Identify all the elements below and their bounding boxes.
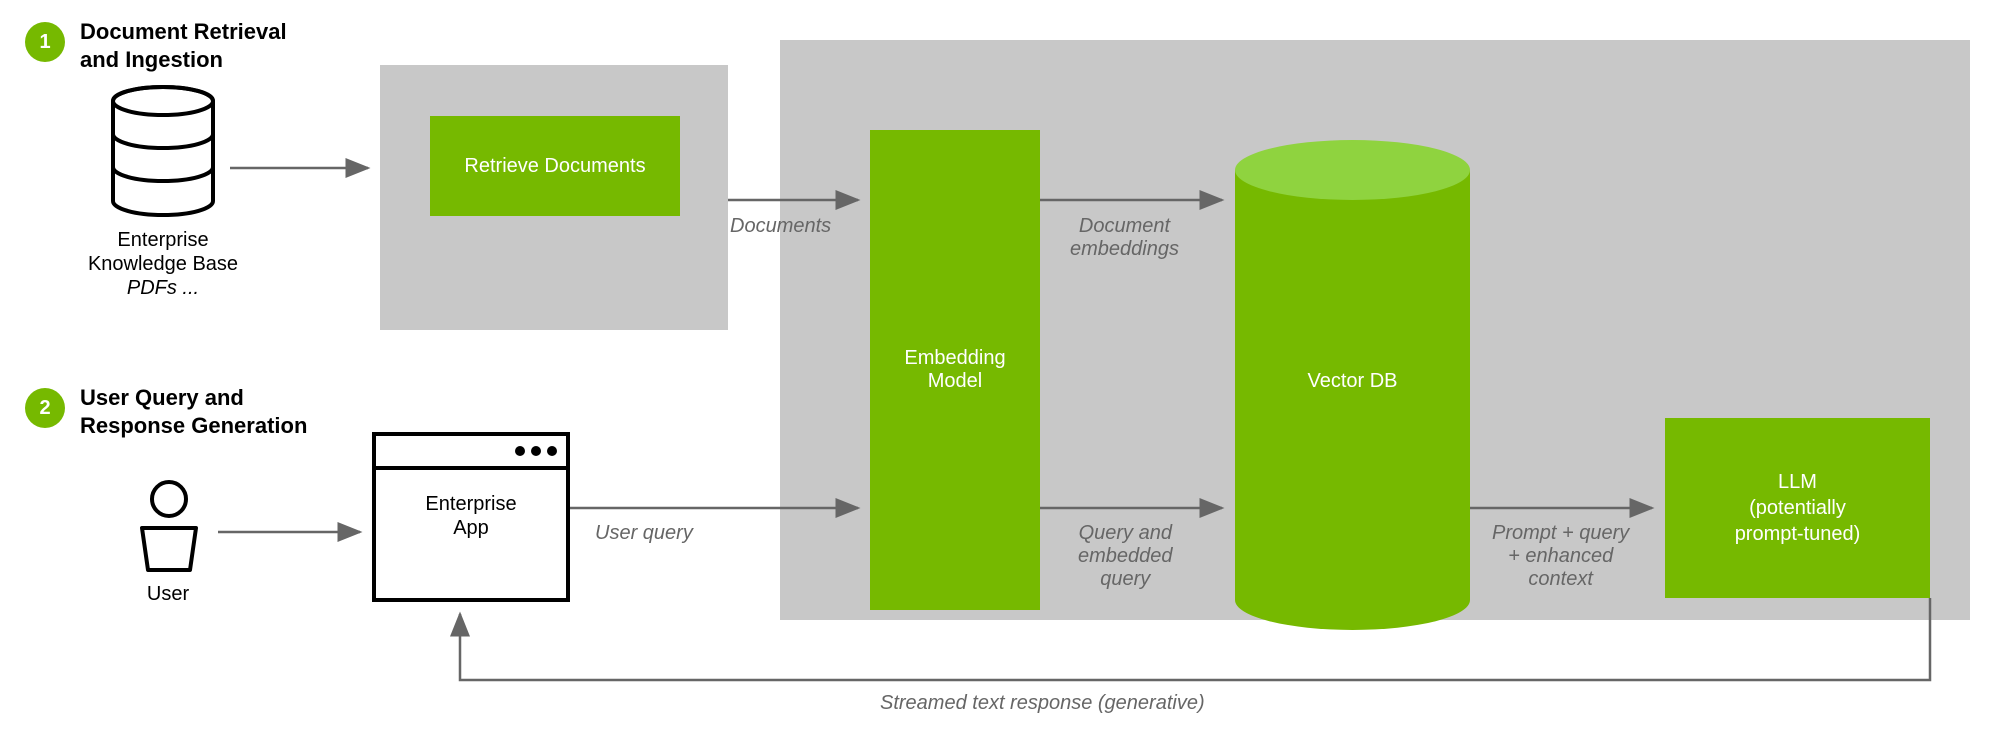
kb-caption-l2: Knowledge Base xyxy=(68,252,258,276)
diagram-canvas: 1 Document Retrieval and Ingestion 2 Use… xyxy=(0,0,1999,746)
knowledge-base-caption: Enterprise Knowledge Base PDFs ... xyxy=(68,228,258,300)
step-1-title-line2: and Ingestion xyxy=(80,46,287,74)
edge-label-user-query: User query xyxy=(595,522,693,545)
edge-label-doc-embeddings: Document embeddings xyxy=(1070,215,1179,261)
step-1-badge: 1 xyxy=(25,22,65,62)
step-1-number: 1 xyxy=(39,31,50,54)
enterprise-app-l2: App xyxy=(372,516,570,540)
step-2-title-line1: User Query and xyxy=(80,384,307,412)
step-2-title-line2: Response Generation xyxy=(80,412,307,440)
retrieve-documents-node: Retrieve Documents xyxy=(430,116,680,216)
embedding-model-node: Embedding Model xyxy=(870,130,1040,610)
enterprise-app-l1: Enterprise xyxy=(372,492,570,516)
step-2-number: 2 xyxy=(39,397,50,420)
user-icon xyxy=(138,480,200,572)
vector-db-label: Vector DB xyxy=(1235,370,1470,393)
retrieve-documents-label: Retrieve Documents xyxy=(464,155,645,178)
step-2-title: User Query and Response Generation xyxy=(80,384,307,439)
edge-label-query-embedded: Query and embedded query xyxy=(1078,522,1173,591)
edge-label-documents: Documents xyxy=(730,215,831,238)
step-1-title-line1: Document Retrieval xyxy=(80,18,287,46)
llm-node: LLM (potentially prompt-tuned) xyxy=(1665,418,1930,598)
edge-label-prompt-context: Prompt + query + enhanced context xyxy=(1492,522,1629,591)
step-2-badge: 2 xyxy=(25,388,65,428)
edge-label-streamed-response: Streamed text response (generative) xyxy=(880,692,1205,715)
enterprise-app-label: Enterprise App xyxy=(372,492,570,540)
kb-caption-l1: Enterprise xyxy=(68,228,258,252)
user-label: User xyxy=(147,583,189,605)
kb-caption-l3: PDFs ... xyxy=(68,276,258,300)
user-caption: User xyxy=(118,582,218,606)
database-icon xyxy=(108,85,218,217)
llm-label-l1: LLM xyxy=(1778,469,1817,495)
llm-label-l3: prompt-tuned) xyxy=(1735,521,1861,547)
step-1-title: Document Retrieval and Ingestion xyxy=(80,18,287,73)
embedding-model-label-l2: Model xyxy=(928,370,982,393)
embedding-model-label-l1: Embedding xyxy=(904,347,1005,370)
llm-label-l2: (potentially xyxy=(1749,495,1846,521)
